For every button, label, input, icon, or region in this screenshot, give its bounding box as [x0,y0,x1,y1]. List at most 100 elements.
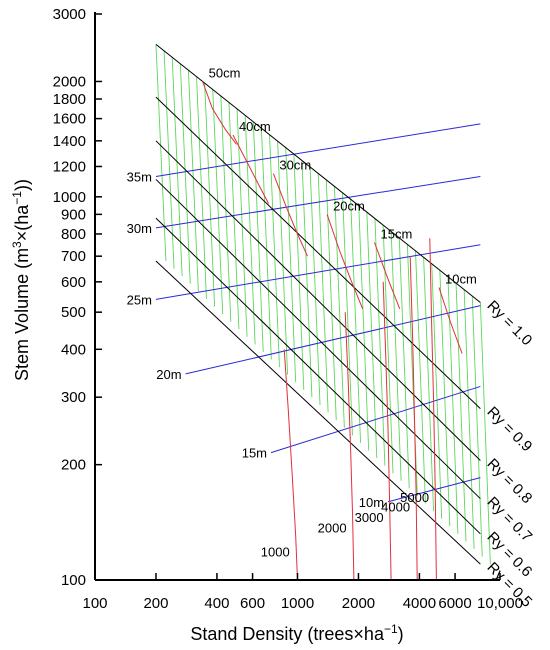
mesh-line [269,134,280,368]
y-tick-label: 1600 [53,111,86,128]
y-tick-label: 1200 [53,158,86,175]
x-tick-label: 1000 [281,595,314,612]
height-line-30m [155,175,481,229]
height-label-20m: 20m [156,367,181,382]
y-tick-label: 2000 [53,73,86,90]
x-tick-label: 200 [143,595,168,612]
mesh-line [301,160,313,398]
density-label-3000: 3000 [355,510,384,525]
x-tick-label: 10,000 [477,595,523,612]
mesh-line [317,173,329,413]
mesh-line [220,95,232,322]
mesh-line [374,218,386,466]
ry-line [155,217,481,535]
x-tick-label: 4000 [403,595,436,612]
y-tick-label: 1000 [53,189,86,206]
dbh-curve-30cm [272,173,308,257]
ry-line [155,179,481,500]
mesh-line [455,283,467,542]
y-tick-label: 500 [61,304,86,321]
dbh-label-20cm: 20cm [333,198,365,213]
y-tick-label: 1400 [53,133,86,150]
y-tick-label: 100 [61,572,86,589]
mesh-line [244,115,256,345]
density-label-2000: 2000 [318,521,347,536]
mesh-line [187,70,199,292]
mesh-line [366,212,378,459]
x-tick-label: 2000 [342,595,375,612]
curve-layer [202,81,463,581]
mesh-line [350,199,362,443]
height-line-25m [155,244,481,300]
dbh-curve-10cm [438,287,463,354]
mesh-line [204,83,216,307]
dbh-label-40cm: 40cm [239,119,271,134]
height-line-35m [155,123,481,177]
mesh-line [439,270,451,527]
dbh-curve-20cm [326,214,364,310]
mesh-line [155,44,167,262]
height-line-layer [155,123,481,503]
mesh-line [479,302,491,565]
mesh-line [171,57,183,277]
mesh-line [431,263,443,519]
density-curve-1000 [283,349,298,581]
height-line-15m [270,385,481,454]
height-line-10m [387,477,481,503]
height-label-30m: 30m [127,221,152,236]
mesh-line [325,179,337,421]
density-curve-3000 [382,281,392,581]
y-tick-label: 200 [61,457,86,474]
mesh-line [447,276,459,534]
mesh-line [277,141,289,375]
ry-line [155,96,481,410]
density-label-1000: 1000 [261,544,290,559]
dbh-label-30cm: 30cm [279,158,311,173]
mesh-line [333,186,345,428]
mesh-line [285,147,297,383]
ry-line [155,140,481,461]
dbh-curve-15cm [374,242,401,310]
mesh-line [293,154,305,390]
mesh-line [415,250,426,504]
height-label-25m: 25m [127,292,152,307]
y-tick-label: 1800 [53,91,86,108]
y-tick-label: 300 [61,389,86,406]
mesh-layer [155,44,491,565]
y-tick-label: 900 [61,206,86,223]
mesh-line [423,257,435,512]
ry-label: Ry = 0.9 [484,403,536,455]
mesh-line [390,231,402,481]
mesh-line [260,128,272,360]
dbh-label-50cm: 50cm [209,65,241,80]
ry-line [155,43,481,303]
x-tick-label: 400 [204,595,229,612]
y-tick-label: 600 [61,274,86,291]
mesh-line [309,166,321,406]
density-label-4000: 4000 [381,500,410,515]
y-tick-label: 700 [61,248,86,265]
mesh-line [382,225,394,474]
mesh-line [163,50,175,269]
axis-layer: 100 200 400 600 1000 2000 4000 6000 10,000100200… [53,6,523,612]
mesh-line [196,76,207,299]
dbh-label-15cm: 15cm [380,226,412,241]
density-curve-2000 [344,312,355,581]
height-label-10m: 10m [359,495,384,510]
density-curve-5000 [429,238,437,581]
ry-line-layer [155,43,481,565]
x-tick-label: 6000 [438,595,471,612]
ry-line [155,260,481,565]
mesh-line [463,289,475,549]
height-label-35m: 35m [127,169,152,184]
x-axis-title: Stand Density (trees×ha−1) [190,622,403,644]
mesh-line [471,296,483,557]
mesh-line [179,63,191,284]
y-tick-label: 800 [61,226,86,243]
y-tick-label: 400 [61,341,86,358]
dbh-curve-40cm [232,134,270,204]
mesh-line [358,205,370,451]
ry-label: Ry = 1.0 [484,297,536,349]
y-tick-label: 3000 [53,6,86,23]
x-tick-label: 100 [82,595,107,612]
